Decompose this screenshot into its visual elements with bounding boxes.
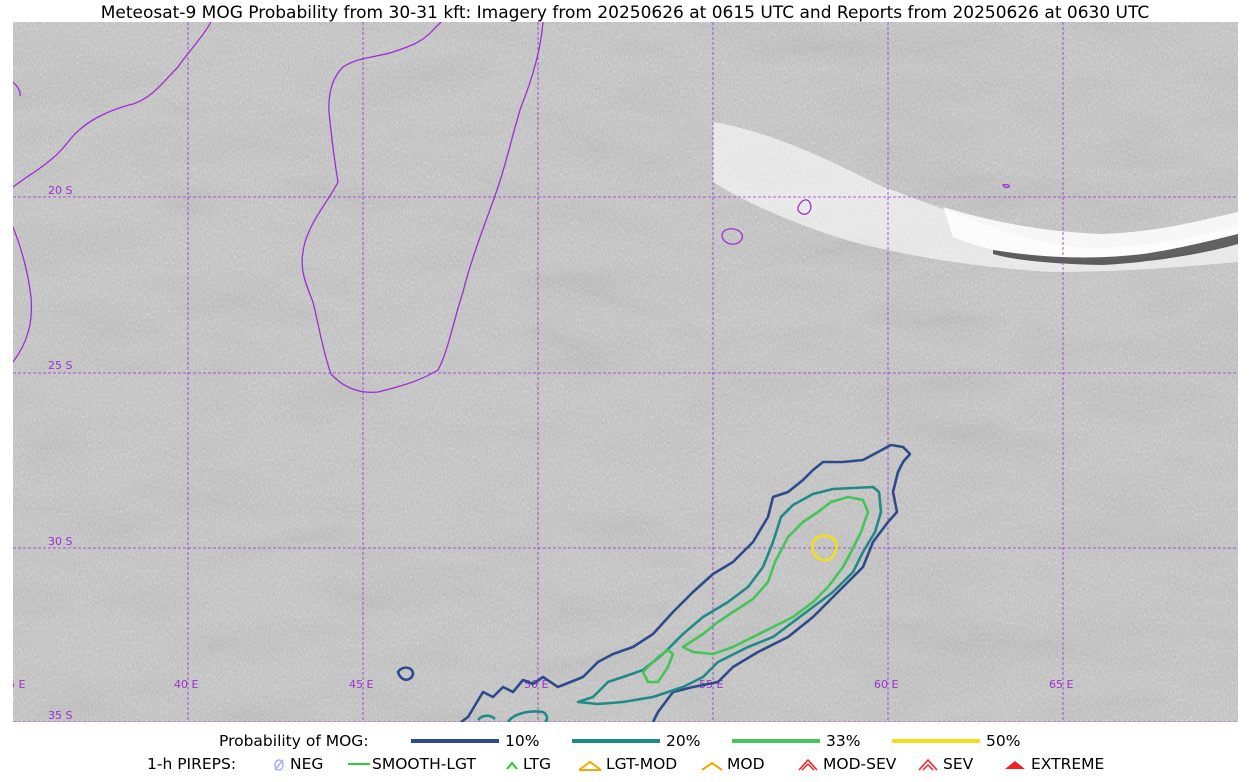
ltg-caret-icon (505, 756, 519, 772)
contour-20-south (506, 710, 549, 722)
pirep-mod-label: MOD (727, 755, 765, 773)
pirep-ltg: LTG (505, 755, 551, 773)
pireps-legend: 1-h PIREPS: NEG SMOOTH-LGT LTG LGT-MOD M… (0, 755, 1250, 777)
legend-level-20: 20% (572, 732, 700, 750)
reunion-coast (721, 228, 744, 245)
lat-label-35s: 35 S (48, 709, 72, 722)
pirep-neg: NEG (272, 755, 323, 773)
mod-sev-caret-icon (797, 756, 819, 772)
pirep-smooth-lgt: SMOOTH-LGT (348, 755, 476, 773)
lon-label-50e: 50 E (524, 678, 548, 691)
level-50-label: 50% (986, 732, 1021, 750)
contour-10-south (396, 666, 415, 682)
lon-label-40e: 40 E (174, 678, 198, 691)
africa-coast-north (13, 81, 21, 97)
level-50-swatch (892, 739, 980, 743)
contour-33-small (641, 648, 675, 684)
pireps-label-text: 1-h PIREPS: (147, 755, 237, 773)
lat-label-20s: 20 S (48, 184, 72, 197)
pirep-lgt-mod: LGT-MOD (578, 755, 677, 773)
extreme-caret-icon (1003, 756, 1027, 772)
mod-caret-icon (701, 756, 723, 772)
pirep-lgt-mod-label: LGT-MOD (606, 755, 678, 773)
africa-coast (13, 22, 212, 188)
contour-20-main (576, 485, 883, 706)
contour-20-sw (477, 714, 496, 721)
pirep-sev: SEV (917, 755, 973, 773)
level-10-label: 10% (505, 732, 540, 750)
level-20-swatch (572, 739, 660, 743)
lon-label-45e: 45 E (349, 678, 373, 691)
legend-level-10: 10% (411, 732, 539, 750)
lgt-mod-caret-icon (578, 756, 602, 772)
probability-legend-label: Probability of MOG: (219, 732, 369, 750)
pirep-smooth-lgt-label: SMOOTH-LGT (372, 755, 476, 773)
mauritius-coast (797, 199, 812, 215)
lon-label-65e: 65 E (1049, 678, 1073, 691)
contour-33-main (681, 495, 870, 656)
legend-level-50: 50% (892, 732, 1020, 750)
imagery-swirl (13, 22, 1238, 722)
level-10-swatch (411, 739, 499, 743)
contour-10-main (460, 443, 912, 722)
probability-legend: Probability of MOG: 10% 20% 33% 50% (0, 732, 1250, 754)
pirep-ltg-label: LTG (523, 755, 551, 773)
level-33-label: 33% (826, 732, 861, 750)
lon-label-60e: 60 E (874, 678, 898, 691)
smooth-lgt-line-icon (348, 763, 370, 765)
cloud-band (713, 122, 1238, 272)
map-canvas: 20 S 25 S 30 S 35 S 35 E 40 E 45 E 50 E … (13, 22, 1238, 722)
madagascar-coast (301, 22, 544, 393)
cloud-shadow (993, 234, 1238, 265)
satellite-map: 20 S 25 S 30 S 35 S 35 E 40 E 45 E 50 E … (13, 22, 1238, 722)
pirep-extreme: EXTREME (1003, 755, 1104, 773)
lon-label-35e: 35 E (13, 678, 25, 691)
graticule (13, 22, 1238, 722)
level-33-swatch (732, 739, 820, 743)
pirep-neg-label: NEG (290, 755, 324, 773)
pirep-mod-sev-label: MOD-SEV (823, 755, 897, 773)
coastlines (13, 22, 1010, 393)
contour-50 (811, 534, 838, 562)
pirep-sev-label: SEV (943, 755, 974, 773)
neg-icon (272, 756, 286, 772)
lat-label-25s: 25 S (48, 359, 72, 372)
pirep-extreme-label: EXTREME (1031, 755, 1105, 773)
sev-caret-icon (917, 756, 939, 772)
lat-label-30s: 30 S (48, 535, 72, 548)
cloud-core (943, 207, 1238, 261)
pirep-mod: MOD (701, 755, 765, 773)
africa-coast-south (13, 226, 33, 363)
legend-level-33: 33% (732, 732, 860, 750)
level-20-label: 20% (666, 732, 701, 750)
mog-contours (396, 443, 912, 722)
rodrigues-coast (1002, 183, 1010, 189)
probability-label-text: Probability of MOG: (219, 732, 369, 750)
map-title: Meteosat-9 MOG Probability from 30-31 kf… (100, 3, 1150, 23)
pireps-legend-label: 1-h PIREPS: (147, 755, 236, 773)
pirep-mod-sev: MOD-SEV (797, 755, 896, 773)
